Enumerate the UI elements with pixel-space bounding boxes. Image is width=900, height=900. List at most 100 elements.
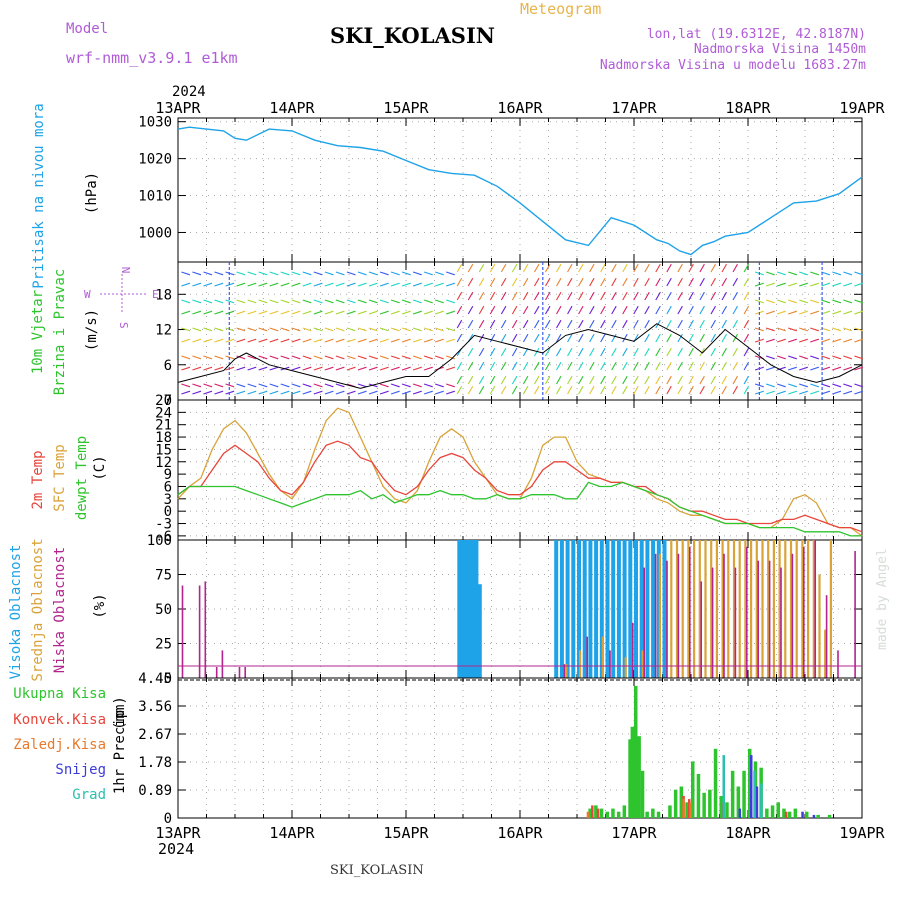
wind-arrow [589,385,595,395]
wind-arrow [788,310,797,315]
wind-arrow [346,338,356,343]
temp-ylabel-2: SFC Temp [52,444,68,511]
wind-arrow [710,385,716,395]
wind-arrow [379,299,389,304]
total-rain-bar [679,786,684,818]
wind-arrow [710,291,716,301]
wind-arrow [843,390,853,395]
wind-arrow [313,299,323,304]
wind-arrow [214,338,224,343]
wind-arrow [489,305,496,315]
wind-arrow [500,277,507,287]
wind-arrow [368,338,378,343]
wind-arrow [732,305,738,315]
wind-arrow [522,333,529,343]
wind-arrow [644,333,650,343]
wind-arrow [214,271,224,276]
wind-arrow [821,355,831,360]
wind-arrow [313,355,323,360]
wind-arrow [379,355,389,360]
wind-arrow [743,305,750,315]
wind-arrow [335,366,345,371]
mid-cloud-bar [818,574,821,678]
wind-arrow [545,277,551,287]
wind-arrow [357,299,367,304]
wind-arrow [832,327,842,332]
wind-arrow [743,277,750,287]
wind-arrow [843,355,853,360]
wind-arrow [699,277,705,287]
total-rain-bar [827,814,832,818]
wind-arrow [776,355,786,360]
wind-arrow [765,310,775,315]
precip-ylabel: 1hr Precip [112,710,128,794]
y-tick-label: 2.67 [138,727,172,743]
y-tick-label: 75 [155,568,172,584]
wind-arrow [710,277,716,287]
wind-arrow [423,282,433,287]
low-cloud-bar [181,585,184,678]
wind-arrow [489,347,496,357]
snow-bar [738,808,742,818]
wind-arrow [423,271,433,276]
wind-arrow [192,338,202,343]
wind-arrow [743,319,750,329]
wind-arrow [423,355,433,360]
wind-arrow [511,361,518,371]
total-rain-bar [782,808,786,818]
wind-arrow [258,338,268,343]
wind-arrow [854,338,864,343]
total-rain-bar [634,685,638,818]
wind-arrow [666,263,672,273]
wind-arrow [776,327,786,332]
wind-arrow [832,271,842,276]
total-rain-bar [776,802,780,818]
high-cloud-bar [457,540,462,678]
mid-cloud-bar [693,540,696,678]
wind-arrow [721,263,727,273]
wind-arrow [721,291,727,301]
wind-arrow [644,263,650,273]
total-rain-bar [640,770,645,818]
wind-arrow [611,305,617,315]
wind-arrow [655,277,661,287]
wind-arrow [313,383,323,388]
wind-arrow [412,355,422,360]
mid-cloud-bar [744,540,747,678]
wind-arrow [203,282,213,287]
wind-arrow [589,263,595,273]
low-cloud-bar [221,650,224,678]
wind-arrow [478,291,485,301]
wind-speed-line [177,323,863,389]
high-cloud-bar [471,540,475,678]
wind-arrow [589,347,595,357]
wind-arrow [710,375,716,385]
wind-arrow [423,338,433,343]
wind-arrow [192,355,202,360]
wind-arrow [611,319,617,329]
wind-arrow [214,383,224,388]
total-rain-bar [594,805,598,818]
wind-arrow [500,319,507,329]
y-tick-label: 18 [155,430,172,446]
wind-arrow [346,366,356,371]
compass-e: E [152,288,159,301]
total-rain-bar [696,774,701,818]
wind-arrow [821,282,831,287]
wind-arrow [390,310,400,315]
wind-arrow [258,310,268,315]
total-rain-bar [725,802,729,818]
wind-arrow [456,305,463,315]
wind-arrow [258,299,268,304]
temp-ylabel-1: 2m Temp [30,450,46,509]
wind-arrow [467,375,474,385]
y-tick-label: 0 [164,671,172,687]
wind-arrow [732,277,738,287]
low-cloud-bar [689,546,691,678]
wind-arrow [247,383,257,388]
wind-arrow [446,390,455,395]
wind-arrow [291,282,301,287]
wind-arrow [181,327,191,332]
model-value: wrf-nmm_v3.9.1 e1km [66,49,238,67]
wind-arrow [181,310,191,315]
